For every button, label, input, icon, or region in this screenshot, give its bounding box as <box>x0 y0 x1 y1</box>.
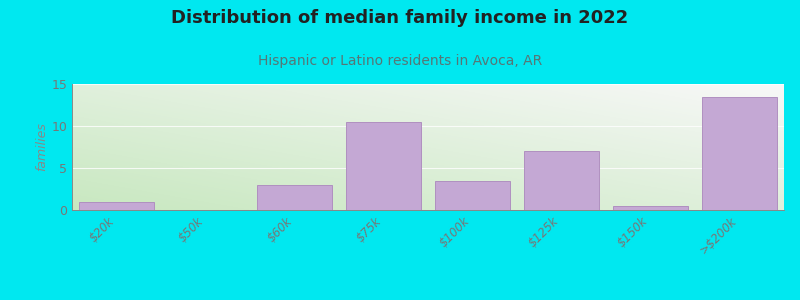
Text: Hispanic or Latino residents in Avoca, AR: Hispanic or Latino residents in Avoca, A… <box>258 54 542 68</box>
Bar <box>613 206 688 210</box>
Bar <box>434 181 510 210</box>
Y-axis label: families: families <box>35 123 49 171</box>
Bar <box>702 97 778 210</box>
Bar <box>78 202 154 210</box>
Bar <box>524 151 599 210</box>
Bar <box>257 185 332 210</box>
Bar <box>346 122 422 210</box>
Text: Distribution of median family income in 2022: Distribution of median family income in … <box>171 9 629 27</box>
